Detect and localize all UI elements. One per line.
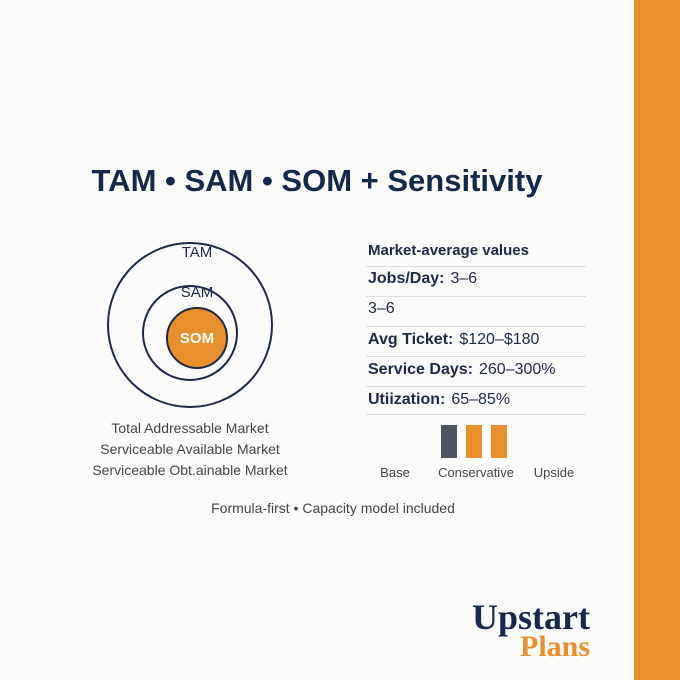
- logo-upstart: Upstart: [472, 597, 590, 637]
- separator: [366, 266, 586, 267]
- row-label: Service Days:: [368, 360, 473, 378]
- market-circles: TAM SAM SOM: [107, 242, 507, 458]
- value-row: Jobs/Day: 3–6: [368, 270, 477, 288]
- scenario-label: Conservative: [438, 465, 514, 480]
- value-row: Service Days: 260–300%: [368, 361, 555, 379]
- scenario-icon: [491, 425, 507, 458]
- title: TAM • SAM • SOM + Sensitivity: [91, 163, 543, 198]
- value-row: Avg Ticket: $120–$180: [368, 331, 539, 349]
- separator: [366, 356, 586, 357]
- row-value: $120–$180: [459, 330, 540, 348]
- tam-label: TAM: [182, 244, 213, 261]
- scenario-label: Base: [380, 465, 410, 480]
- tam-circle: [107, 242, 273, 408]
- panel-heading: Market-average values: [368, 242, 529, 259]
- scenario-icon: [441, 425, 457, 458]
- sam-circle: [142, 285, 238, 381]
- definition: Total Addressable Market: [111, 420, 269, 436]
- scenario-label: Upside: [533, 465, 575, 480]
- logo-plans: Plans: [520, 630, 591, 663]
- sam-label: SAM: [181, 284, 214, 301]
- definition: Serviceable Obt.ainable Market: [92, 462, 288, 478]
- row-label: Utiization:: [368, 391, 446, 409]
- row-value: 260–300%: [478, 360, 556, 378]
- som-label: SOM: [180, 330, 214, 347]
- separator: [366, 386, 586, 387]
- row-label: Avg Ticket:: [368, 330, 454, 348]
- footer: Formula-first • Capacity model included: [211, 500, 455, 516]
- value-row: 3–6: [368, 300, 395, 318]
- row-label: Jobs/Day:: [368, 270, 445, 287]
- scenario-icon: [466, 425, 482, 458]
- separator: [366, 414, 586, 415]
- separator: [366, 326, 586, 327]
- row-value: 65–85%: [451, 391, 511, 409]
- separator: [366, 296, 586, 297]
- value-row: Utiization: 65–85%: [368, 391, 510, 409]
- accent-stripe: [634, 0, 680, 680]
- definition: Serviceable Available Market: [100, 441, 280, 457]
- som-circle: [166, 307, 228, 369]
- row-value: 3–6: [450, 270, 478, 287]
- row-value: 3–6: [368, 300, 395, 318]
